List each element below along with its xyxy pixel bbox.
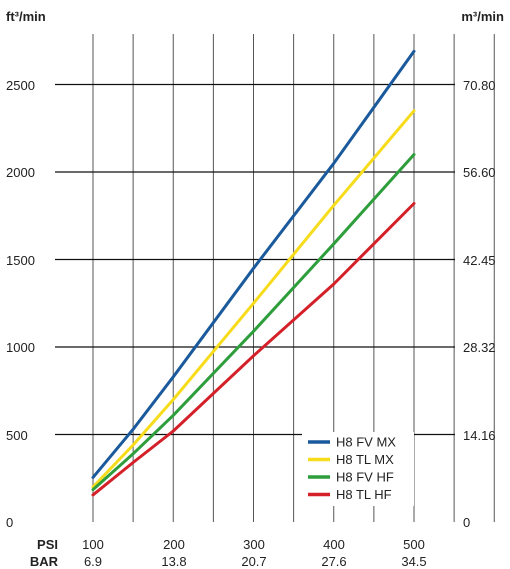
y-right-tick-label: 0 — [463, 515, 470, 530]
legend-label: H8 TL HF — [336, 487, 392, 502]
y-left-tick-label: 2000 — [6, 165, 35, 180]
series-line — [91, 202, 416, 497]
y-right-tick-labels: 70.80 56.60 42.45 28.32 14.16 0 — [463, 78, 496, 530]
x-bar-tick-label: 20.7 — [241, 554, 266, 569]
y-left-tick-label: 0 — [6, 515, 13, 530]
x-psi-tick-labels: 100 200 300 400 500 — [82, 537, 425, 552]
y-left-tick-label: 2500 — [6, 78, 35, 93]
x-psi-tick-label: 400 — [323, 537, 345, 552]
x-psi-tick-label: 200 — [163, 537, 185, 552]
x-bar-tick-label: 6.9 — [84, 554, 102, 569]
y-left-unit: ft³/min — [6, 9, 46, 24]
legend-label: H8 FV MX — [336, 435, 396, 450]
x-psi-tick-label: 100 — [82, 537, 104, 552]
y-left-tick-labels: 2500 2000 1500 1000 500 0 — [6, 78, 35, 530]
x-bar-tick-label: 13.8 — [161, 554, 186, 569]
y-right-tick-label: 70.80 — [463, 78, 496, 93]
series-line — [91, 153, 416, 492]
grid — [55, 34, 495, 522]
legend-label: H8 TL MX — [336, 452, 394, 467]
y-right-unit: m³/min — [461, 9, 504, 24]
y-left-tick-label: 1500 — [6, 253, 35, 268]
x-bar-tick-label: 27.6 — [321, 554, 346, 569]
x-bar-tick-labels: 6.9 13.8 20.7 27.6 34.5 — [84, 554, 427, 569]
y-right-tick-label: 56.60 — [463, 165, 496, 180]
y-right-tick-label: 28.32 — [463, 340, 496, 355]
x-psi-tick-label: 500 — [403, 537, 425, 552]
legend-label: H8 FV HF — [336, 470, 394, 485]
legend: H8 FV MX H8 TL MX H8 FV HF H8 TL HF — [302, 432, 414, 506]
y-left-tick-label: 500 — [6, 428, 28, 443]
x-psi-row-label: PSI — [37, 537, 58, 552]
x-psi-tick-label: 300 — [243, 537, 265, 552]
series-line — [91, 49, 416, 479]
series-line — [91, 109, 416, 489]
y-left-tick-label: 1000 — [6, 340, 35, 355]
y-right-tick-label: 14.16 — [463, 428, 496, 443]
x-bar-row-label: BAR — [30, 554, 59, 569]
y-right-tick-label: 42.45 — [463, 253, 496, 268]
x-bar-tick-label: 34.5 — [401, 554, 426, 569]
series-lines — [91, 49, 416, 497]
